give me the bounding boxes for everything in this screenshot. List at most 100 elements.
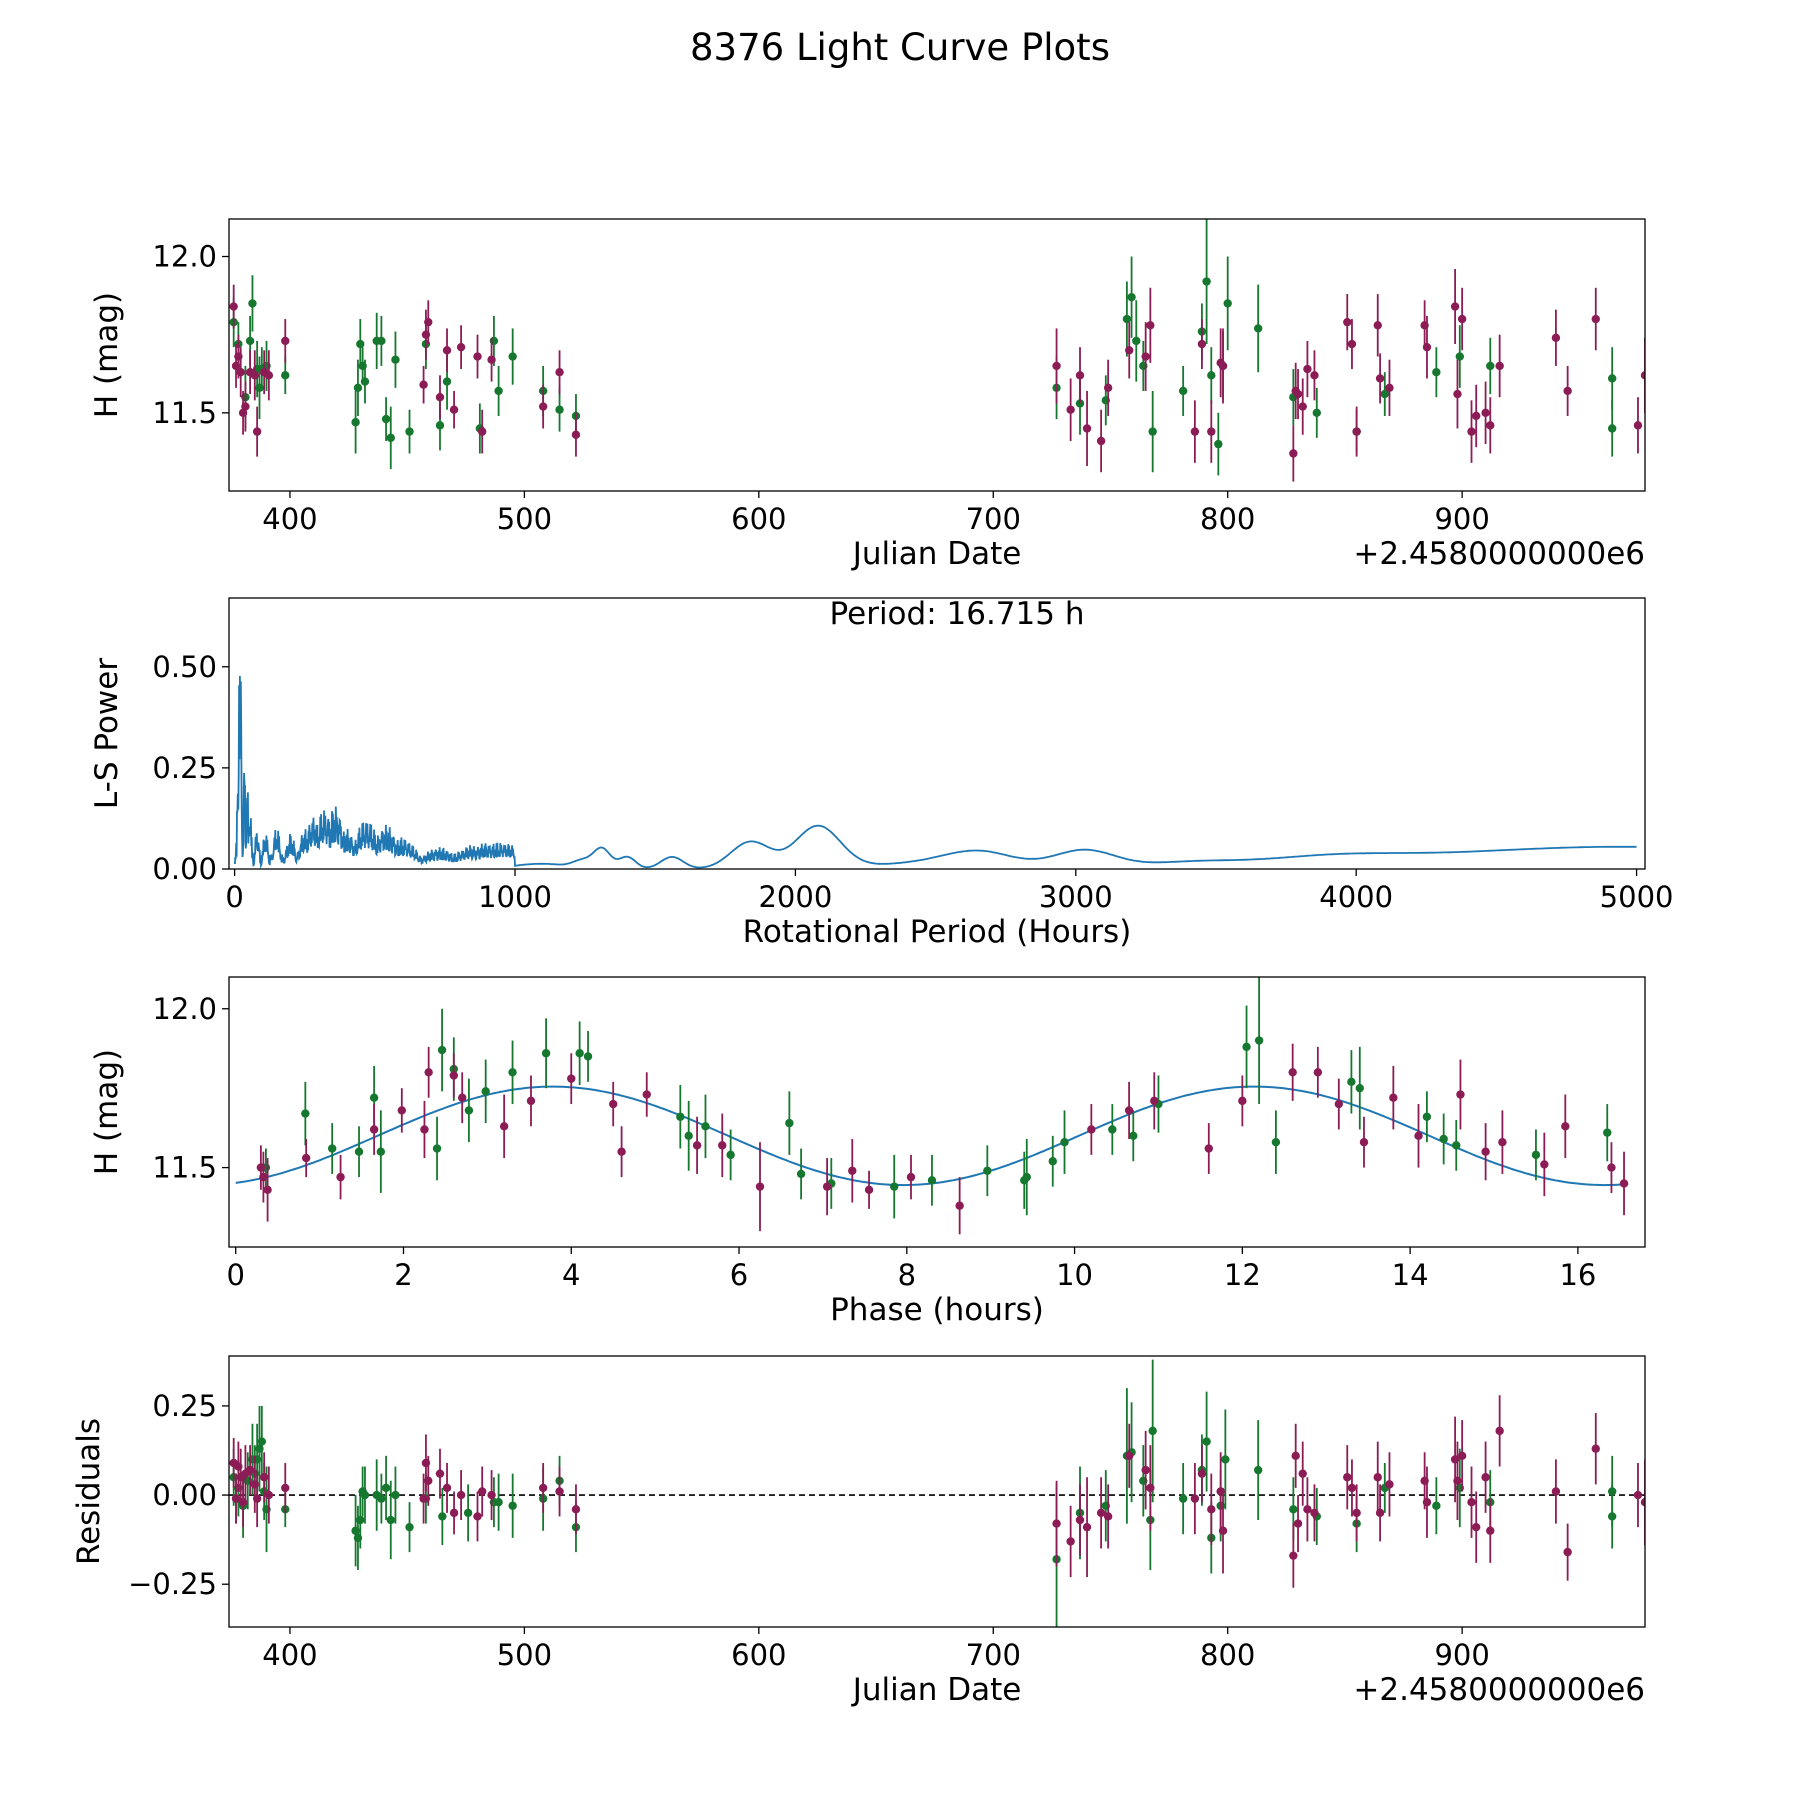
data-point: [1242, 1042, 1251, 1052]
data-point: [435, 1469, 445, 1478]
data-point: [1132, 336, 1141, 346]
data-point: [354, 1147, 364, 1156]
data-point: [1531, 1150, 1541, 1160]
data-point: [458, 1093, 467, 1102]
data-point: [437, 1045, 447, 1055]
data-point: [1312, 408, 1321, 418]
data-point: [1066, 405, 1075, 414]
data-point: [1619, 1179, 1629, 1188]
data-point: [1456, 1090, 1465, 1099]
data-point: [1207, 1505, 1216, 1514]
data-point: [583, 1052, 593, 1061]
data-point: [1303, 1505, 1312, 1514]
data-point: [1352, 1508, 1361, 1518]
data-point: [1022, 1172, 1031, 1182]
data-point: [1087, 1125, 1096, 1134]
data-point: [1127, 292, 1136, 302]
data-point: [1591, 1444, 1600, 1453]
x-tick-label: 10: [1056, 1258, 1093, 1292]
lightcurve-xlabel: Julian Date: [851, 536, 1022, 572]
data-point: [1103, 383, 1113, 393]
data-point: [1453, 1476, 1462, 1486]
data-point: [1122, 314, 1132, 324]
data-point: [1563, 386, 1572, 396]
data-point: [456, 1490, 466, 1500]
data-point: [301, 1109, 310, 1118]
data-point: [1048, 1157, 1057, 1166]
data-point: [927, 1176, 937, 1185]
data-point: [1603, 1128, 1612, 1137]
data-point: [1253, 1465, 1263, 1475]
data-point: [1551, 1487, 1561, 1496]
x-tick-label: 400: [262, 1638, 317, 1672]
data-point: [676, 1112, 685, 1121]
data-point: [1298, 1469, 1307, 1478]
data-point: [376, 1147, 386, 1156]
data-point: [397, 1106, 407, 1115]
y-tick-label: −0.25: [128, 1567, 217, 1601]
y-tick-label: 0.00: [152, 1478, 217, 1512]
data-point: [442, 377, 452, 386]
data-point: [463, 1508, 473, 1518]
data-point: [1298, 402, 1307, 411]
data-point: [1422, 1497, 1432, 1507]
data-point: [245, 1465, 255, 1475]
data-point: [1238, 1096, 1247, 1106]
x-tick-label: 600: [731, 502, 786, 536]
data-point: [1334, 1099, 1344, 1109]
data-point: [236, 367, 245, 377]
x-tick-label: 5000: [1600, 880, 1674, 914]
data-point: [1422, 1112, 1432, 1121]
x-tick-label: 2000: [758, 880, 832, 914]
data-point: [1373, 321, 1382, 330]
data-point: [369, 1093, 379, 1102]
data-point: [1197, 339, 1207, 349]
data-point: [1563, 1547, 1572, 1557]
data-point: [1352, 427, 1361, 436]
x-tick-label: 6: [730, 1258, 748, 1292]
data-point: [1375, 1508, 1385, 1518]
data-point: [1289, 1505, 1298, 1514]
data-point: [1486, 421, 1495, 430]
data-point: [718, 1141, 727, 1150]
data-point: [477, 427, 487, 436]
y-tick-label: 12.0: [152, 240, 217, 274]
data-point: [405, 1522, 414, 1532]
periodogram-xlabel: Rotational Period (Hours): [743, 914, 1132, 950]
data-point: [1453, 389, 1462, 399]
data-point: [1607, 1512, 1617, 1521]
data-point: [1060, 1137, 1069, 1147]
data-point: [494, 1497, 503, 1507]
data-point: [420, 1125, 429, 1134]
data-point: [1218, 361, 1228, 371]
data-point: [1096, 436, 1106, 446]
data-point: [1178, 386, 1188, 396]
data-point: [1141, 1465, 1150, 1475]
data-point: [701, 1122, 710, 1131]
data-point: [386, 433, 395, 443]
data-point: [890, 1182, 899, 1191]
data-point: [442, 346, 452, 355]
data-point: [1607, 1163, 1616, 1172]
data-point: [1288, 1068, 1297, 1077]
data-point: [1591, 314, 1600, 324]
data-point: [906, 1172, 916, 1182]
data-point: [473, 352, 482, 361]
data-point: [1481, 1147, 1490, 1156]
data-point: [642, 1090, 651, 1099]
data-point: [1148, 1426, 1157, 1436]
data-point: [1347, 1077, 1356, 1087]
data-point: [1495, 361, 1504, 371]
data-point: [1375, 374, 1385, 383]
data-point: [353, 383, 363, 393]
periodogram-line: [234, 675, 1637, 869]
x-tick-label: 3000: [1039, 880, 1113, 914]
data-point: [449, 405, 459, 414]
data-point: [508, 1501, 517, 1510]
x-tick-label: 16: [1559, 1258, 1596, 1292]
data-point: [252, 427, 262, 436]
phase-data: [235, 977, 1629, 1235]
data-point: [377, 1494, 386, 1503]
data-point: [608, 1099, 618, 1109]
